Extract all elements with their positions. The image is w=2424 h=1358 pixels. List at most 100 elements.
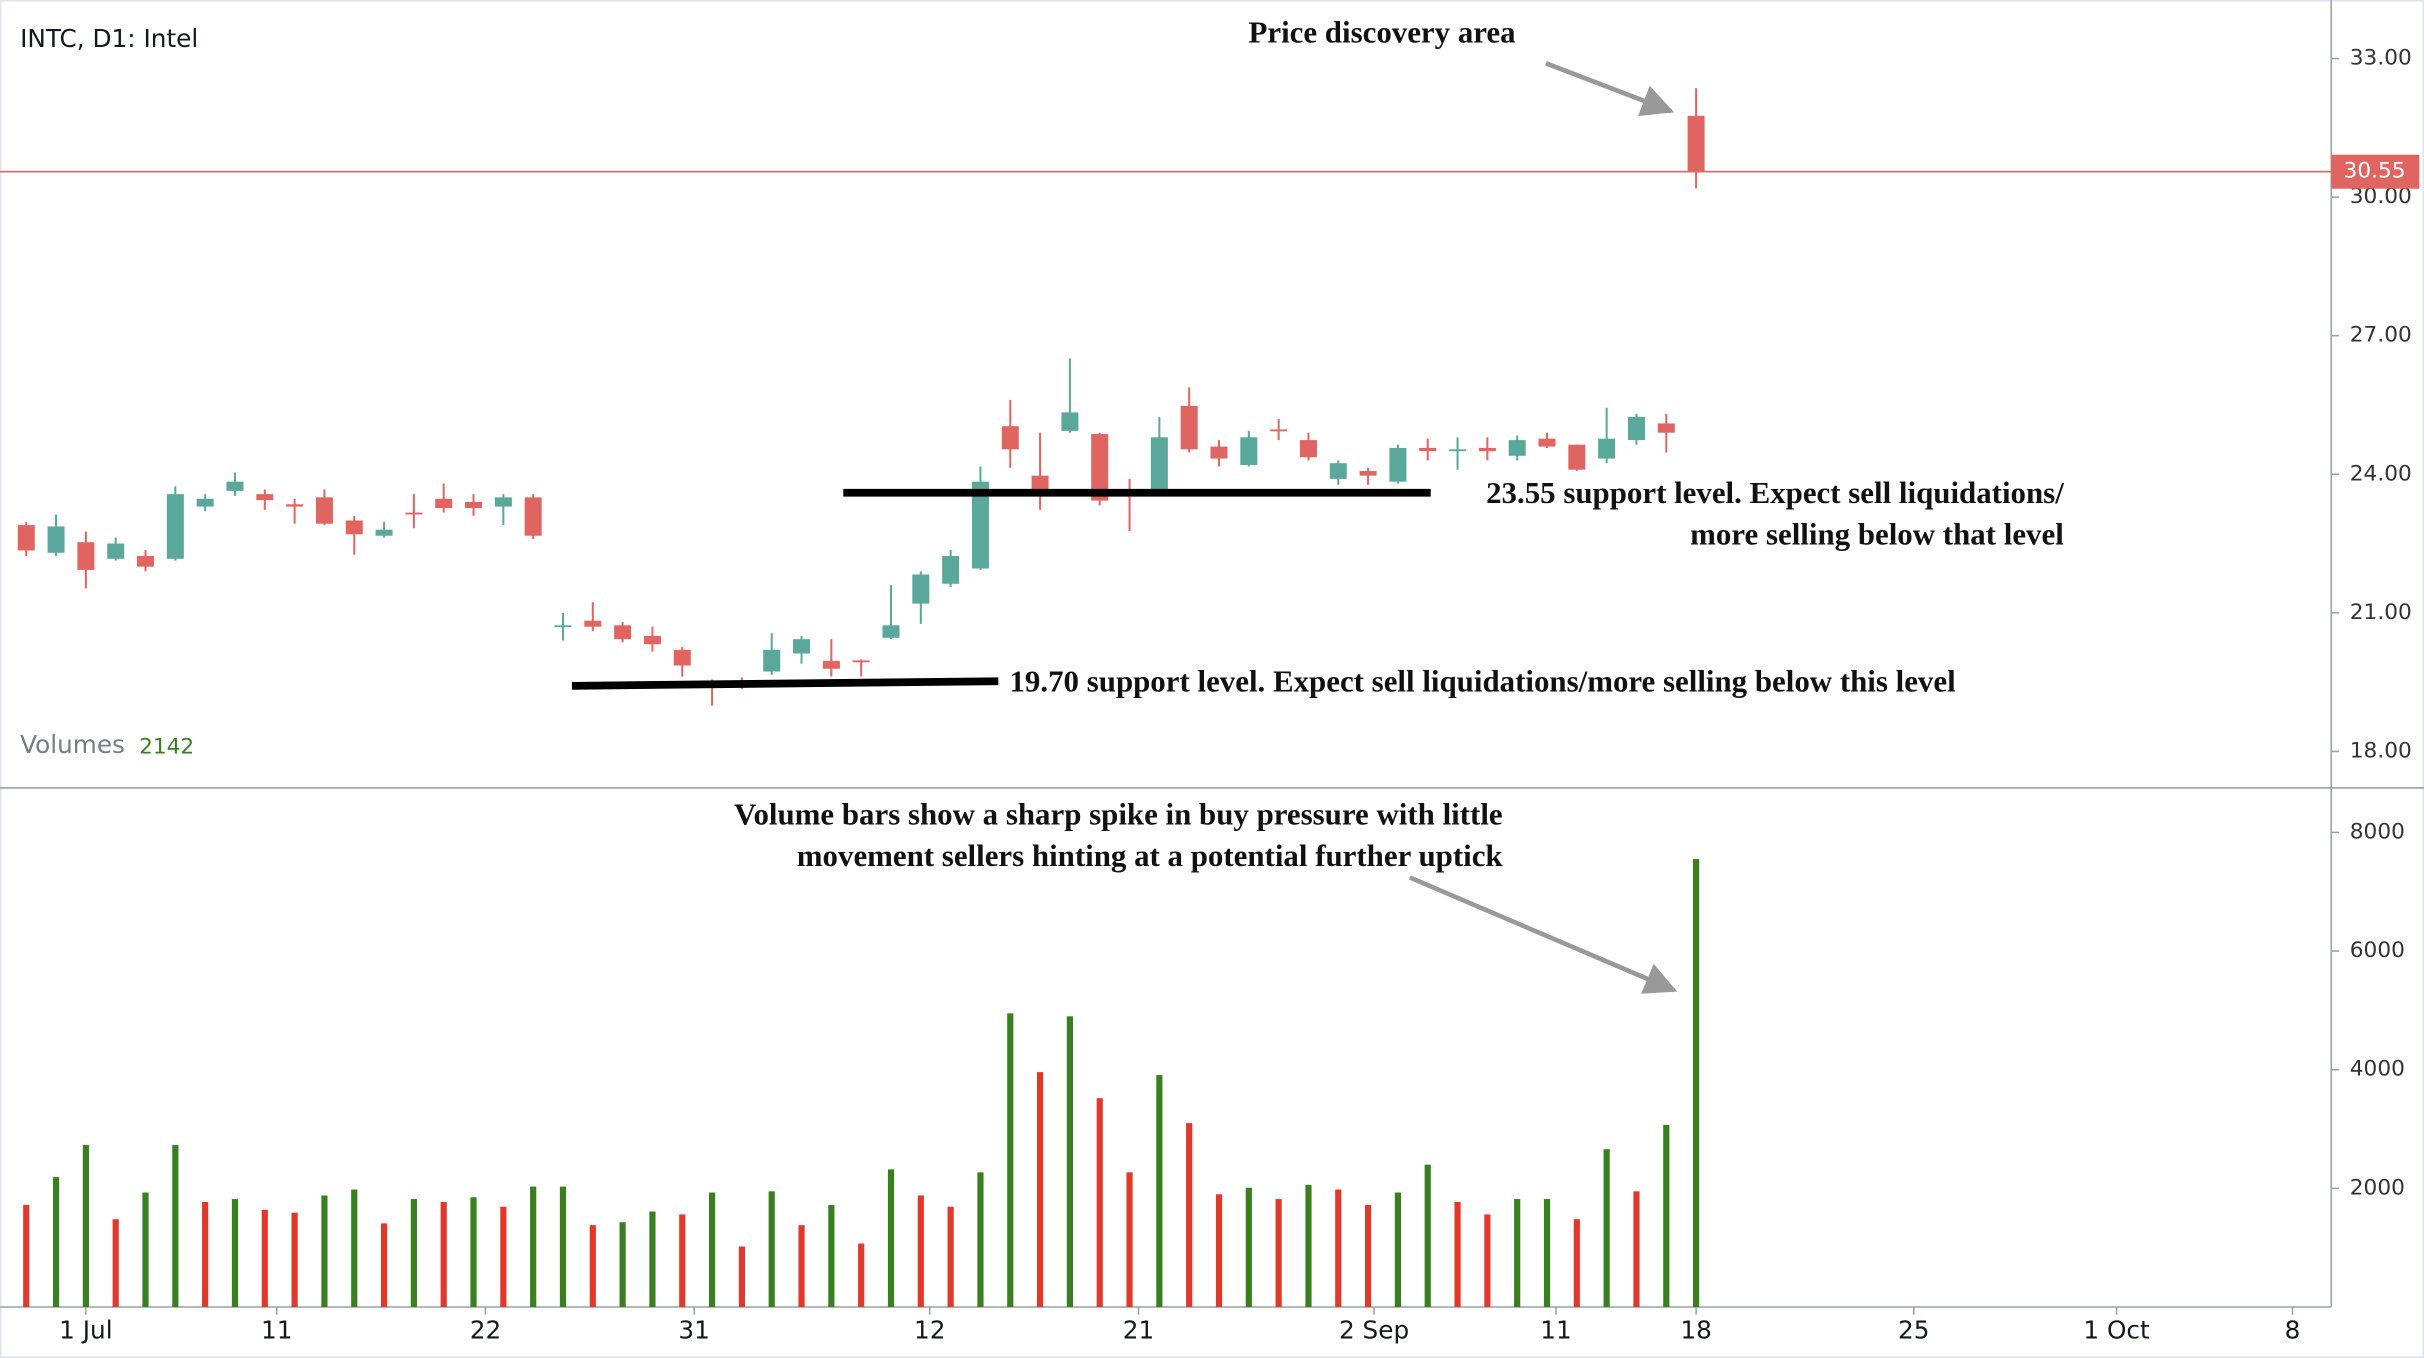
x-tick-label: 11 [261, 1316, 292, 1345]
candle-body [1389, 447, 1407, 482]
x-tick-label: 31 [678, 1316, 709, 1345]
x-tick-label: 1 Jul [59, 1316, 112, 1345]
candle-body [1061, 412, 1079, 431]
volume-tick-label: 2000 [2350, 1175, 2405, 1200]
volume-bar [589, 1225, 596, 1308]
volume-bar [500, 1206, 507, 1308]
candle-body [524, 497, 542, 536]
candle-body [1001, 426, 1019, 450]
y-tick-label: 27.00 [2350, 323, 2412, 348]
volume-bar [112, 1219, 119, 1308]
volume-bar [738, 1246, 745, 1308]
volume-bar [619, 1222, 626, 1308]
candle-body [375, 529, 393, 536]
candle-body [793, 639, 811, 654]
volume-bar [1394, 1192, 1402, 1308]
volume-bar [380, 1223, 388, 1308]
volume-bar [440, 1202, 447, 1308]
volume-last: 2142 [139, 735, 194, 760]
y-tick-label: 18.00 [2350, 738, 2412, 763]
marks [17, 88, 1705, 1308]
candle-body [435, 498, 453, 508]
candle-body [17, 525, 35, 551]
volume-bar [1305, 1184, 1312, 1308]
volume-bar [1036, 1072, 1044, 1308]
candle-body [822, 660, 840, 669]
volume-bar [530, 1186, 537, 1308]
candle-body [107, 543, 125, 559]
volume-bar [1454, 1202, 1461, 1308]
volume-bar [1693, 859, 1700, 1308]
annotation: 19.70 support level. Expect sell liquida… [1009, 664, 1956, 699]
x-tick-label: 11 [1540, 1316, 1571, 1345]
volume-tick-label: 8000 [2350, 819, 2405, 844]
y-tick-label: 21.00 [2350, 600, 2412, 625]
volume-bar [1156, 1075, 1163, 1308]
annotation: movement sellers hinting at a potential … [797, 838, 1504, 873]
candle-body [1329, 463, 1347, 479]
volume-bar [202, 1202, 209, 1308]
candle-body [1240, 437, 1258, 466]
candle-body [1478, 447, 1496, 452]
volume-bar [559, 1186, 567, 1308]
candle-body [763, 649, 781, 672]
candle-body [1359, 471, 1377, 476]
annotation: 23.55 support level. Expect sell liquida… [1486, 475, 2064, 510]
candle-body [166, 494, 184, 559]
annotation: more selling below that level [1690, 517, 2064, 552]
candle-body [1419, 447, 1437, 452]
volume-tick-label: 6000 [2350, 938, 2405, 963]
volume-bar [1126, 1172, 1133, 1308]
volume-bar [1663, 1124, 1670, 1308]
x-tick-label: 12 [914, 1316, 945, 1345]
volume-bar [1365, 1204, 1372, 1308]
volume-bar [321, 1195, 328, 1308]
volume-bar [1007, 1013, 1014, 1308]
volume-bar [768, 1191, 775, 1308]
volume-bar [887, 1169, 895, 1308]
candle-body [196, 498, 214, 507]
x-tick-label: 25 [1898, 1316, 1929, 1345]
x-tick-label: 22 [470, 1316, 501, 1345]
candle-body [1449, 449, 1467, 452]
arrow [1545, 61, 1675, 116]
candle-body [465, 501, 483, 508]
volume-bar [142, 1192, 149, 1308]
arrow [1408, 875, 1678, 994]
volume-bar [828, 1204, 835, 1308]
volume-bar [172, 1145, 179, 1308]
volume-bar [1215, 1194, 1223, 1308]
candle-body [1299, 440, 1317, 458]
candle-body [256, 494, 274, 501]
candle-body [137, 556, 155, 567]
candle-body [643, 635, 661, 645]
volume-bar [649, 1211, 656, 1308]
volume-bar [1603, 1149, 1610, 1308]
volume-tick-label: 4000 [2350, 1057, 2405, 1082]
volume-bar [410, 1199, 417, 1308]
volume-bar [291, 1212, 298, 1308]
candle-body [1031, 475, 1049, 491]
volume-name: Volumes [20, 730, 125, 759]
x-tick-label: 18 [1680, 1316, 1711, 1345]
chart-title: INTC, D1: Intel [20, 24, 198, 53]
y-tick-label: 33.00 [2350, 46, 2412, 71]
volume-bar [1186, 1123, 1193, 1308]
volume-bar [708, 1192, 716, 1308]
candle-body [1508, 440, 1526, 456]
volume-bar [798, 1225, 805, 1308]
candle-body [286, 504, 304, 507]
candle-body [494, 497, 512, 507]
candle-body [1598, 438, 1616, 459]
candle-body [852, 660, 870, 663]
candle-body [1270, 429, 1288, 432]
candle-body [673, 649, 691, 666]
candle-body [226, 481, 244, 491]
volume-bar [1275, 1199, 1282, 1308]
candle-body [1091, 434, 1109, 501]
volume-bar [947, 1206, 954, 1308]
candle-body [405, 512, 423, 515]
volume-bar [1424, 1164, 1431, 1308]
candle-body [882, 625, 900, 638]
